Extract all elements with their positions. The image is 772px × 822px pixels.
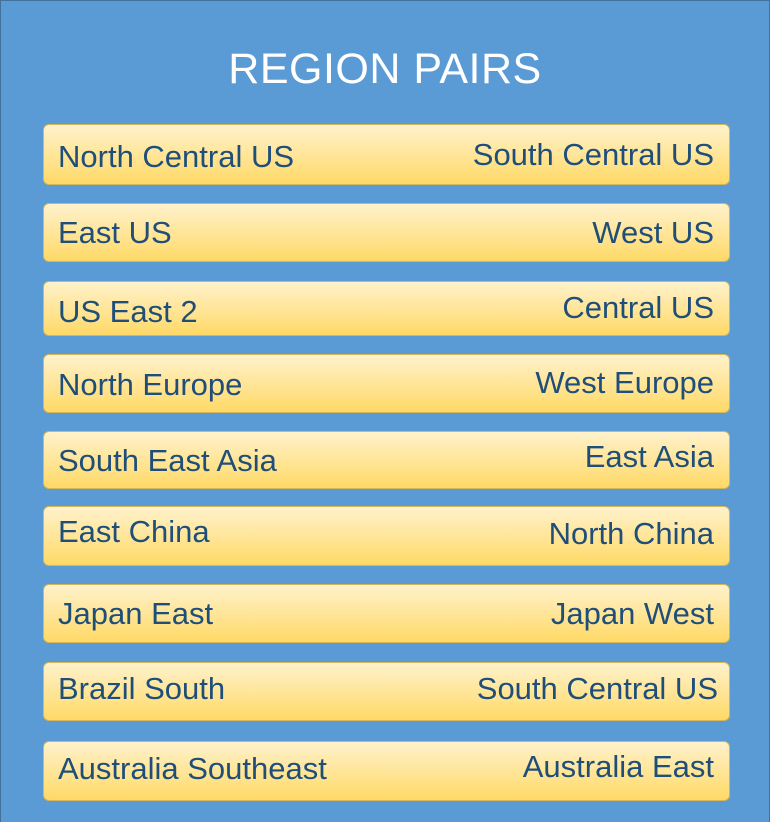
secondary-region-label: East Asia (584, 439, 714, 474)
primary-region-label: Brazil South (58, 671, 226, 706)
region-pair-row: East China North China (43, 506, 730, 566)
primary-region-label: South East Asia (58, 443, 277, 478)
secondary-region-label: West Europe (535, 365, 714, 400)
secondary-region-label: Australia East (522, 749, 714, 784)
panel-title: REGION PAIRS (228, 45, 542, 93)
region-pair-row: North Europe West Europe (43, 354, 730, 413)
region-pair-row: East US West US (43, 203, 730, 262)
secondary-region-label: South Central US (472, 137, 714, 172)
primary-region-label: Japan East (58, 596, 214, 631)
region-pair-row: Brazil South South Central US (43, 662, 730, 721)
secondary-region-label: Central US (562, 290, 714, 325)
region-pair-row: South East Asia East Asia (43, 431, 730, 489)
primary-region-label: North Central US (58, 139, 295, 174)
secondary-region-label: South Central US (476, 671, 718, 706)
region-pair-row: US East 2 Central US (43, 281, 730, 336)
secondary-region-label: Japan West (550, 596, 714, 631)
region-pair-row: Australia Southeast Australia East (43, 741, 730, 801)
primary-region-label: US East 2 (58, 294, 198, 329)
primary-region-label: North Europe (58, 367, 243, 402)
secondary-region-label: North China (548, 516, 714, 551)
region-pair-row: Japan East Japan West (43, 584, 730, 643)
primary-region-label: East US (58, 215, 172, 250)
region-pair-row: North Central US South Central US (43, 124, 730, 185)
primary-region-label: Australia Southeast (58, 751, 327, 786)
secondary-region-label: West US (592, 215, 714, 250)
primary-region-label: East China (58, 514, 210, 549)
